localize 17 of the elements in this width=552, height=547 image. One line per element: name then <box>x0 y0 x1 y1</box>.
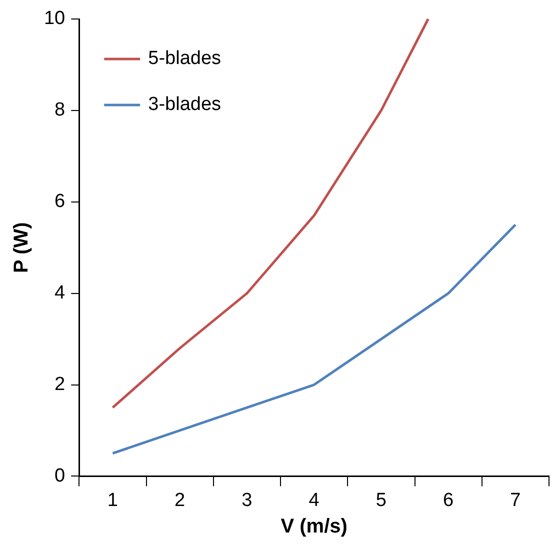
y-tick-label: 4 <box>54 282 66 304</box>
x-axis-title: V (m/s) <box>280 516 348 538</box>
x-tick-label: 7 <box>510 490 521 511</box>
x-tick-label: 5 <box>376 490 386 511</box>
y-tick-label: 0 <box>54 465 66 486</box>
y-tick-label: 6 <box>54 191 66 212</box>
x-tick-label: 1 <box>107 490 118 511</box>
y-tick-label: 10 <box>44 8 66 30</box>
y-tick-label: 8 <box>54 100 66 121</box>
x-tick-label: 4 <box>308 490 320 511</box>
legend-label: 5-blades <box>148 48 222 70</box>
y-tick-label: 2 <box>54 374 66 395</box>
x-tick-label: 6 <box>443 490 454 511</box>
y-axis-title: P (W) <box>10 222 33 273</box>
x-tick-label: 2 <box>174 490 186 511</box>
x-tick-label: 3 <box>242 490 252 511</box>
legend-label: 3-blades <box>148 94 222 116</box>
